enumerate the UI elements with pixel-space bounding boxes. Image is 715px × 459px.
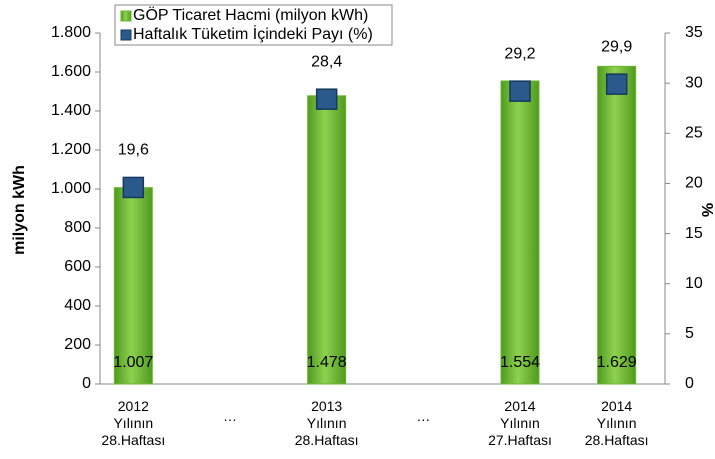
- marker: [315, 88, 338, 110]
- bar: [597, 65, 637, 385]
- legend-label: GÖP Ticaret Hacmi (milyon kWh): [133, 6, 368, 24]
- y2-tick-label: 30: [685, 74, 703, 91]
- bar-value-label: 1.007: [113, 354, 153, 371]
- y-tick-label: 1.600: [51, 63, 91, 80]
- marker: [122, 176, 145, 199]
- y-tick-label: 1.200: [51, 141, 91, 158]
- y-tick-label: 600: [64, 258, 91, 275]
- y-tick-label: 200: [64, 336, 91, 353]
- x-tick-label: 2013 Yılının 28.Haftası: [294, 398, 359, 448]
- y-tick-label: 1.000: [51, 180, 91, 197]
- y-tick-label: 400: [64, 297, 91, 314]
- x-tick-label: …: [416, 408, 431, 424]
- bar-value-label: 1.478: [307, 354, 347, 371]
- legend-swatch: [120, 10, 132, 22]
- y2-tick-label: 25: [685, 125, 703, 142]
- y-tick-label: 0: [82, 375, 91, 392]
- y2-tick-label: 20: [685, 175, 703, 192]
- bar-value-label: 1.554: [500, 354, 540, 371]
- marker-value-label: 28,4: [311, 53, 342, 70]
- y-tick-label: 1.400: [51, 102, 91, 119]
- x-tick-label: 2014 Yılının 28.Haftası: [584, 398, 649, 448]
- marker: [509, 80, 531, 102]
- bar-value-label: 1.629: [597, 354, 637, 371]
- y2-axis-label: %: [698, 203, 715, 217]
- bar: [307, 95, 347, 385]
- legend-swatch: [120, 29, 132, 41]
- y2-tick-label: 10: [685, 275, 703, 292]
- y-tick-label: 1.800: [51, 24, 91, 41]
- bar: [500, 80, 540, 385]
- x-tick-label: 2014 Yılının 27.Haftası: [488, 398, 552, 448]
- x-tick-label: 2012 Yılının 28.Haftası: [101, 398, 166, 448]
- legend-label: Haftalık Tüketim İçindeki Payı (%): [133, 24, 373, 43]
- y-axis-label: milyon kWh: [11, 165, 28, 255]
- y2-tick-label: 5: [685, 325, 694, 342]
- y2-tick-label: 0: [685, 375, 694, 392]
- y-tick-label: 800: [64, 219, 91, 236]
- marker-value-label: 29,9: [601, 38, 632, 55]
- marker-value-label: 29,2: [504, 45, 535, 62]
- marker: [605, 73, 628, 95]
- y2-tick-label: 35: [685, 24, 703, 41]
- y2-tick-label: 15: [685, 225, 703, 242]
- x-tick-label: …: [223, 408, 237, 424]
- bar: [113, 187, 153, 385]
- legend-box: [114, 4, 393, 46]
- marker-value-label: 19,6: [118, 142, 149, 159]
